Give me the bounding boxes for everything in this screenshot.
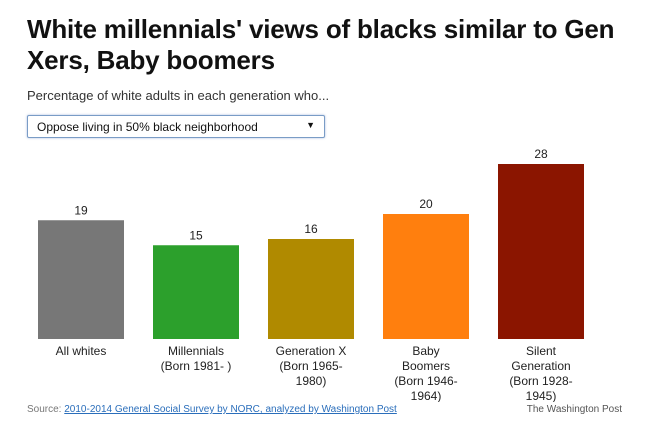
dropdown-selected-value: Oppose living in 50% black neighborhood [37,120,258,134]
triangle-down-icon: ▼ [306,120,315,130]
bar-value-label: 19 [74,203,88,217]
bar-value-label: 15 [189,228,203,242]
source-link[interactable]: 2010-2014 General Social Survey by NORC,… [64,404,397,415]
source-note: Source: 2010-2014 General Social Survey … [27,404,397,415]
category-label: All whites [56,344,107,358]
bar [498,164,584,339]
chart-title: White millennials' views of blacks simil… [27,14,615,75]
bar [268,239,354,339]
bar [383,214,469,339]
bar-chart: 19 All whites 15 Millennials (Born 1981- ) 16… [38,147,584,402]
source-prefix: Source: [27,404,65,415]
category-label: Silent Generation (Born 1928-1945) [509,344,572,402]
bar-value-label: 20 [419,197,433,211]
bar [38,220,124,339]
bar-value-label: 28 [534,147,548,161]
category-label: Baby Boomers (Born 1946-1964) [394,344,457,402]
category-label: Millennials (Born 1981- ) [161,344,232,373]
measure-dropdown[interactable]: Oppose living in 50% black neighborhood … [27,115,325,138]
bar [153,245,239,339]
category-label: Generation X (Born 1965-1980) [276,344,347,388]
bar-value-label: 16 [304,222,318,236]
publisher-brand: The Washington Post [526,404,622,415]
chart-subtitle: Percentage of white adults in each gener… [27,88,330,103]
